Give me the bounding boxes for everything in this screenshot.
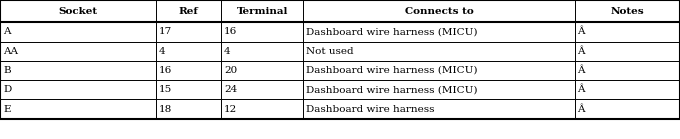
Text: D: D	[3, 85, 12, 94]
Text: A: A	[3, 28, 10, 36]
Text: Dashboard wire harness (MICU): Dashboard wire harness (MICU)	[307, 85, 478, 94]
Text: 20: 20	[224, 66, 237, 75]
Text: 16: 16	[224, 28, 237, 36]
Text: 12: 12	[224, 105, 237, 114]
Text: 4: 4	[224, 47, 231, 56]
Text: Â: Â	[577, 28, 585, 36]
Text: AA: AA	[3, 47, 18, 56]
Text: Not used: Not used	[307, 47, 354, 56]
Text: 17: 17	[158, 28, 172, 36]
Text: 16: 16	[158, 66, 172, 75]
Text: Dashboard wire harness (MICU): Dashboard wire harness (MICU)	[307, 66, 478, 75]
Text: Dashboard wire harness (MICU): Dashboard wire harness (MICU)	[307, 28, 478, 36]
Text: B: B	[3, 66, 11, 75]
Text: E: E	[3, 105, 10, 114]
Text: 24: 24	[224, 85, 237, 94]
Text: Terminal: Terminal	[237, 7, 288, 16]
Text: Dashboard wire harness: Dashboard wire harness	[307, 105, 435, 114]
Text: Connects to: Connects to	[405, 7, 473, 16]
Text: Socket: Socket	[58, 7, 97, 16]
Text: Â: Â	[577, 66, 585, 75]
Text: Notes: Notes	[611, 7, 644, 16]
Text: Â: Â	[577, 105, 585, 114]
Text: Â: Â	[577, 47, 585, 56]
Text: Â: Â	[577, 85, 585, 94]
Bar	[0, 0, 680, 119]
Text: 18: 18	[158, 105, 172, 114]
Text: 4: 4	[158, 47, 165, 56]
Text: 15: 15	[158, 85, 172, 94]
Text: Ref: Ref	[178, 7, 198, 16]
